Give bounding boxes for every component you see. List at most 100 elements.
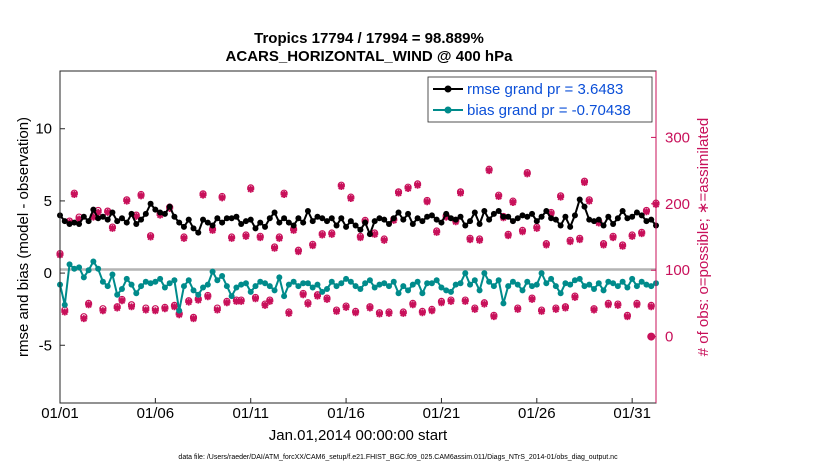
obs-assimilated-point [199,191,207,199]
bias-point [185,277,192,284]
bias-point [624,284,631,291]
obs-assimilated-point [147,233,155,241]
rmse-point [338,215,345,222]
bias-point [309,284,316,291]
obs-assimilated-point [323,295,331,303]
bias-point [571,277,578,284]
rmse-point [185,216,192,223]
obs-assimilated-point [509,198,517,206]
rmse-point [433,216,440,223]
bias-point [433,277,440,284]
bias-point [214,277,221,284]
rmse-point [281,215,288,222]
obs-assimilated-point [642,208,650,216]
obs-assimilated-point [99,307,107,315]
obs-assimilated-point [423,198,431,206]
obs-assimilated-point [261,301,269,309]
obs-assimilated-point [123,197,131,205]
obs-assimilated-point [128,303,136,311]
rmse-point [200,216,207,223]
bias-point [381,280,388,287]
bias-point [200,284,207,291]
bias-point [405,287,412,294]
obs-assimilated-point [356,234,364,242]
x-tick-label: 01/21 [423,405,461,422]
rmse-point [61,218,68,225]
rmse-point [428,212,435,219]
rmse-point [548,215,555,222]
bias-point [333,283,340,290]
obs-assimilated-point [266,297,274,305]
bias-point [114,291,121,298]
rmse-point [495,208,502,215]
rmse-point [138,216,145,223]
obs-assimilated-point [275,234,283,242]
bias-point [366,277,373,284]
rmse-point [271,209,278,216]
bias-point [543,280,550,287]
bias-point [80,274,87,281]
bias-point [85,267,92,274]
rmse-point [576,196,583,203]
chart-title-line2: ACARS_HORIZONTAL_WIND @ 400 hPa [226,48,514,65]
bias-point [385,283,392,290]
rmse-point [133,221,140,228]
rmse-point [581,203,588,210]
bias-point [166,280,173,287]
obs-assimilated-point [213,306,221,314]
bias-point [447,288,454,295]
obs-assimilated-point [490,313,498,321]
rmse-point [552,216,559,223]
rmse-point [562,213,569,220]
obs-assimilated-point [247,185,255,193]
bias-point [533,281,540,288]
rmse-point [619,208,626,215]
rmse-point [204,219,211,226]
bias-point [157,275,164,282]
rmse-point [529,210,536,217]
legend-bias-label: bias grand pr = -0.70438 [467,102,631,119]
obs-assimilated-point [80,315,88,323]
obs-assimilated-point [576,236,584,244]
obs-assimilated-point [61,308,69,316]
rmse-point [95,215,102,222]
rmse-point [457,213,464,220]
obs-assimilated-point [447,297,455,305]
y2-tick-label: 0 [665,329,673,346]
bias-point [619,278,626,285]
bias-point [409,281,416,288]
x-tick-label: 01/26 [518,405,556,422]
rmse-point [123,219,130,226]
bias-point [285,281,292,288]
rmse-point [643,218,650,225]
obs-assimilated-point [237,297,245,305]
bias-point [414,278,421,285]
obs-assimilated-point [285,309,293,317]
rmse-point [85,218,92,225]
bias-point [567,281,574,288]
bias-point [581,283,588,290]
obs-assimilated-point [89,213,97,221]
obs-assimilated-point [533,224,541,232]
rmse-point [638,212,645,219]
bias-point [76,264,83,271]
rmse-point [419,218,426,225]
rmse-point [438,219,445,226]
y2-axis-ticks: 0 100 200 300 [651,129,690,346]
plot-area: 01/01 01/06 01/11 01/16 01/21 01/26 01/31 -5 0 5… [35,70,690,422]
bias-point [290,278,297,285]
bias-point [176,307,183,314]
obs-assimilated-point [347,194,355,202]
obs-assimilated-point [294,248,302,256]
obs-assimilated-point [142,306,150,314]
obs-assimilated-point [409,301,417,309]
rmse-point [147,200,154,207]
rmse-point [157,209,164,216]
obs-assimilated-point [614,301,622,309]
y-tick-label: -5 [39,337,52,354]
legend-rmse-marker [444,85,452,93]
obs-assimilated-point [523,170,531,178]
obs-assimilated-point [557,193,565,201]
rmse-point [605,213,612,220]
rmse-point [362,219,369,226]
